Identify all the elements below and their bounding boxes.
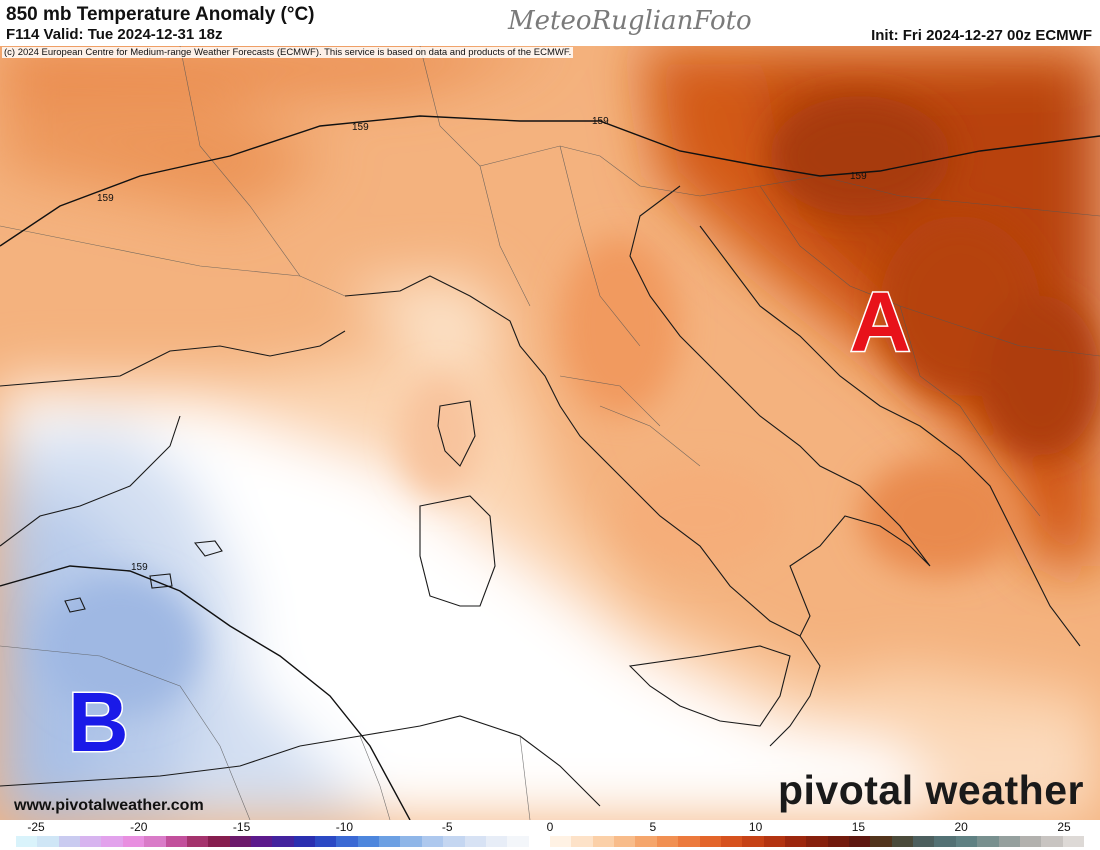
header: 850 mb Temperature Anomaly (°C) F114 Val… (0, 0, 1100, 46)
color-scale-swatch (849, 836, 871, 847)
color-scale-swatch (186, 836, 209, 847)
color-scale-swatch (421, 836, 444, 847)
color-scale-swatch (443, 836, 466, 847)
color-scale-swatch (37, 836, 60, 847)
color-scale-swatch (122, 836, 145, 847)
color-scale-swatch (507, 836, 530, 847)
color-scale-swatch (80, 836, 102, 847)
anomaly-detail (40, 96, 1100, 716)
color-scale-swatch (379, 836, 401, 847)
color-scale-tick: 0 (546, 820, 554, 834)
anomaly-map: 159 159 159 159 159 A B (0, 46, 1100, 820)
contour-label: 159 (352, 122, 369, 133)
contour-label: 159 (131, 562, 148, 573)
color-scale-swatch (464, 836, 487, 847)
color-scale-swatch (763, 836, 786, 847)
color-scale-tick: -10 (335, 820, 354, 834)
color-scale-swatch (550, 836, 572, 847)
color-scale-swatch (891, 836, 914, 847)
color-scale-swatch (528, 836, 551, 847)
color-scale-tick: 25 (1057, 820, 1071, 834)
color-scale-swatch (16, 836, 38, 847)
color-scale-swatch (1041, 836, 1064, 847)
color-scale-tick: 5 (649, 820, 657, 834)
meteo-logo: MeteoRuglianFoto (508, 6, 752, 36)
height-contours (0, 115, 1100, 820)
coastlines (0, 185, 1081, 807)
brand-logo: pivotal weather (778, 767, 1084, 813)
color-scale-swatch (357, 836, 380, 847)
color-scale-swatch (592, 836, 615, 847)
color-scale-swatch (977, 836, 1000, 847)
low-pressure-marker: B (67, 675, 131, 769)
map-canvas: 159 159 159 159 159 (0, 46, 1100, 820)
color-scale-tick: -25 (27, 820, 45, 834)
contour-label: 159 (592, 116, 609, 127)
color-scale-swatch (101, 836, 124, 847)
color-scale-swatch (742, 836, 765, 847)
color-scale-swatch (806, 836, 829, 847)
contour-label: 159 (850, 171, 867, 182)
logo-text: MeteoRuglianFoto (508, 6, 752, 36)
color-scale-tick: -20 (130, 820, 148, 834)
valid-time: F114 Valid: Tue 2024-12-31 18z (6, 26, 223, 43)
color-scale-swatch (614, 836, 636, 847)
color-scale-swatch (165, 836, 188, 847)
color-scale-swatch (635, 836, 658, 847)
color-scale-swatch (571, 836, 594, 847)
color-scale-swatch (870, 836, 893, 847)
color-scale-tick: 10 (748, 820, 763, 834)
color-scale-swatch (315, 836, 337, 847)
color-scale: -25 -20 -15 -10 -5 0 5 10 15 20 25 (0, 820, 1100, 850)
color-scale-tick: 15 (851, 820, 866, 834)
color-scale-swatch (827, 836, 850, 847)
color-scale-swatch (1062, 836, 1085, 847)
color-scale-swatch (720, 836, 743, 847)
color-scale-swatch (144, 836, 167, 847)
color-scale-swatch (1019, 836, 1042, 847)
admin-borders (0, 46, 1100, 820)
color-scale-swatch (229, 836, 252, 847)
website-link[interactable]: www.pivotalweather.com (14, 797, 204, 814)
color-scale-tick: -15 (232, 820, 251, 834)
color-scale-swatch (955, 836, 978, 847)
copyright-notice: (c) 2024 European Centre for Medium-rang… (2, 47, 574, 58)
color-scale-swatch (656, 836, 679, 847)
color-scale-swatch (998, 836, 1021, 847)
map-title: 850 mb Temperature Anomaly (°C) (6, 4, 315, 25)
color-scale-tick: 20 (954, 820, 968, 834)
color-scale-swatch (336, 836, 359, 847)
high-pressure-marker: A (849, 275, 913, 369)
color-scale-swatch (208, 836, 231, 847)
color-scale-swatch (272, 836, 295, 847)
init-time: Init: Fri 2024-12-27 00z ECMWF (871, 27, 1092, 44)
color-scale-swatch (250, 836, 273, 847)
color-scale-swatch (699, 836, 722, 847)
color-scale-swatch (678, 836, 701, 847)
color-scale-swatch (784, 836, 807, 847)
color-scale-swatch (58, 836, 81, 847)
color-scale-swatch (934, 836, 957, 847)
color-scale-swatch (913, 836, 935, 847)
color-scale-swatch (293, 836, 316, 847)
color-scale-tick: -5 (441, 820, 453, 834)
color-scale-swatch (485, 836, 508, 847)
color-scale-swatch (400, 836, 423, 847)
contour-label: 159 (97, 193, 114, 204)
